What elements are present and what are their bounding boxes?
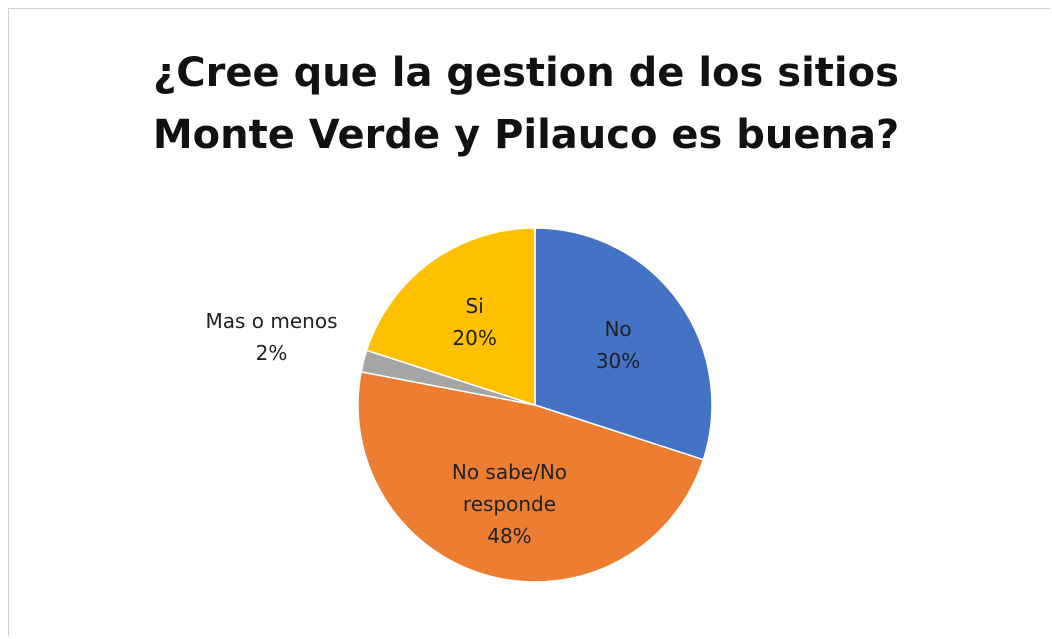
data-label-value: 2% <box>255 341 288 366</box>
chart-title: ¿Cree que la gestion de los sitios Monte… <box>152 50 900 158</box>
pie-slice <box>365 227 536 407</box>
data-label-name: No sabe/No responde <box>451 460 568 517</box>
data-label-value: 48% <box>487 524 532 549</box>
data-label-name: Mas o menos <box>205 309 338 334</box>
data-label-value: 30% <box>595 348 641 373</box>
chart-frame <box>8 8 1050 636</box>
pie-slice <box>357 370 705 583</box>
data-label-name: Si <box>465 293 484 318</box>
data-label: Si 20% <box>400 290 550 354</box>
data-label: No sabe/No responde 48% <box>434 456 584 552</box>
data-label-value: 20% <box>452 325 497 350</box>
data-label: No 30% <box>543 313 693 377</box>
data-label-name: No <box>604 316 632 341</box>
pie-slice <box>534 227 713 461</box>
data-label: Mas o menos 2% <box>197 305 347 369</box>
